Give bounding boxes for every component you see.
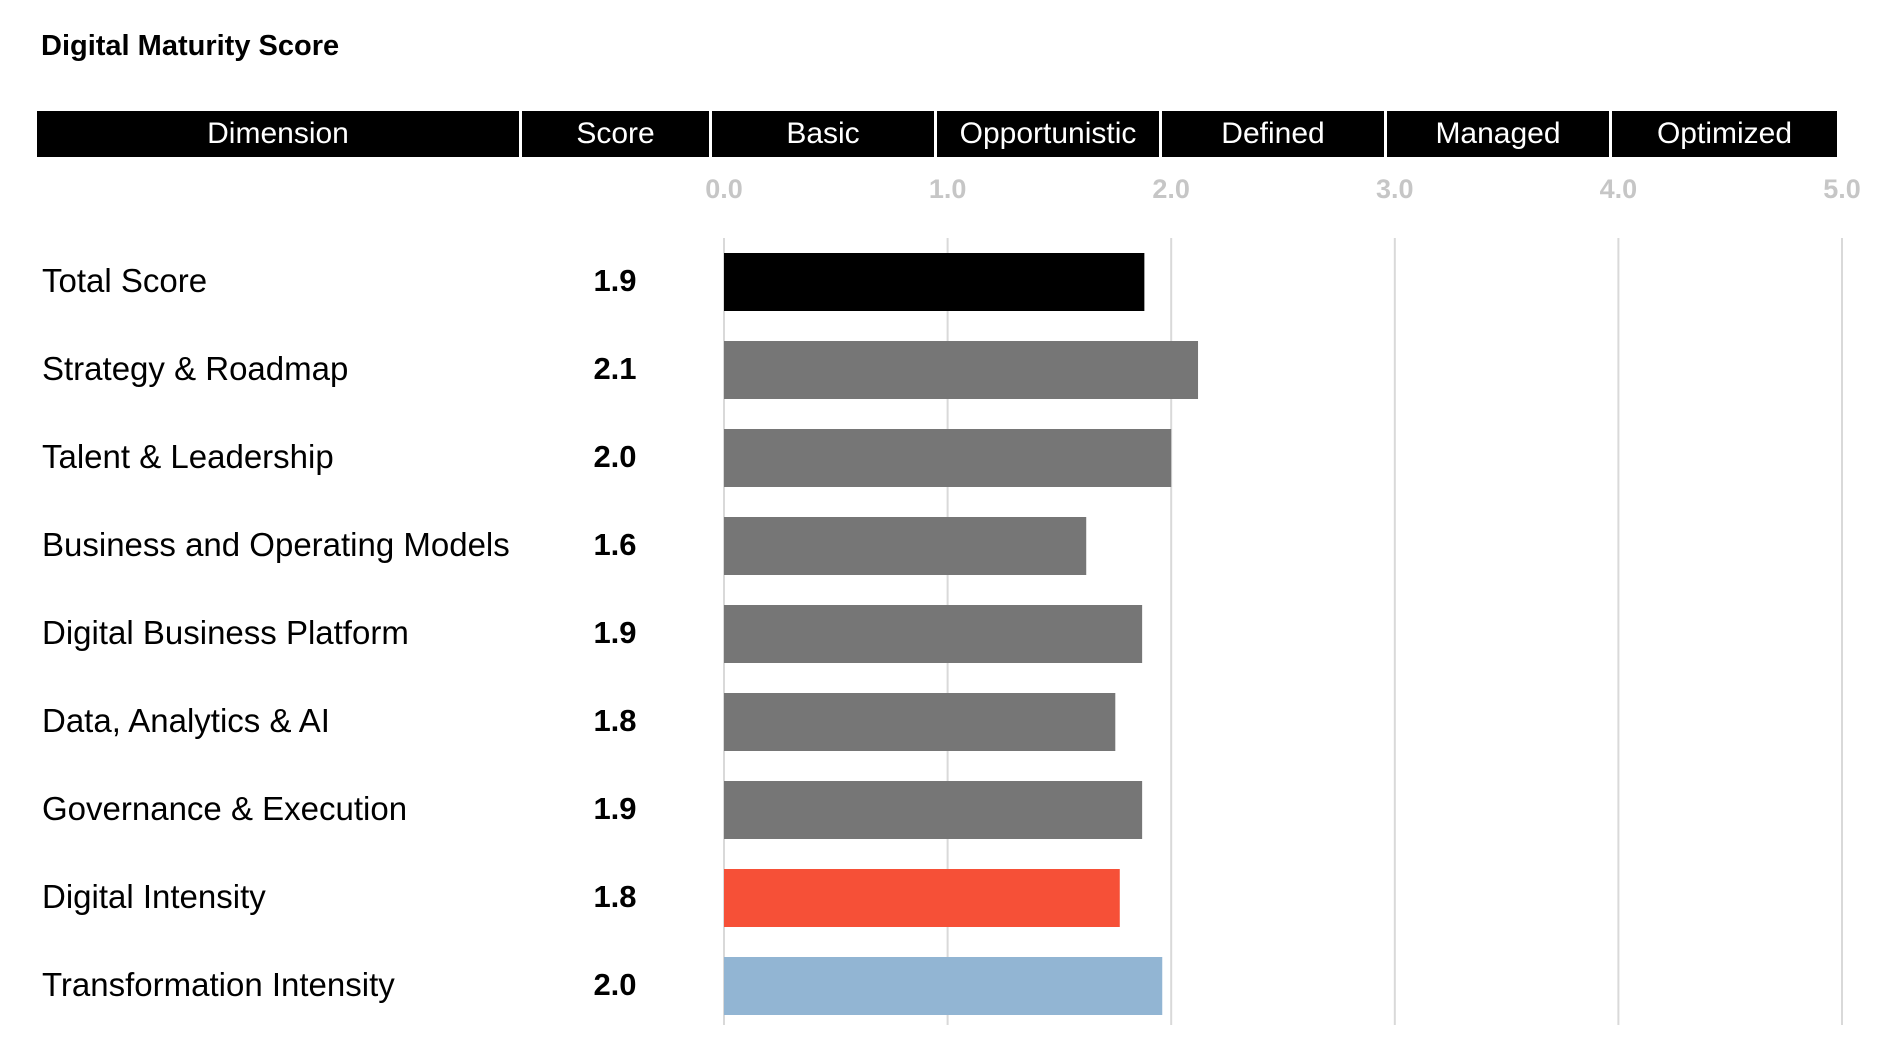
dimension-label: Total Score <box>42 262 208 299</box>
dimension-label: Strategy & Roadmap <box>42 350 349 387</box>
dimension-label: Digital Business Platform <box>42 614 409 651</box>
x-tick-label: 2.0 <box>1152 174 1190 204</box>
dimension-label: Business and Operating Models <box>42 526 510 563</box>
score-value: 1.9 <box>593 791 637 826</box>
score-bar <box>724 781 1143 839</box>
header-score: Score <box>522 111 709 157</box>
dimension-label: Governance & Execution <box>42 790 408 827</box>
chart-title: Digital Maturity Score <box>41 30 340 62</box>
score-value: 2.0 <box>593 439 637 474</box>
x-tick-label: 0.0 <box>705 174 743 204</box>
score-bar <box>724 341 1199 399</box>
score-bar <box>724 869 1120 927</box>
score-bar <box>724 605 1143 663</box>
header-level-basic: Basic <box>712 111 934 157</box>
score-value: 2.1 <box>593 351 637 386</box>
header-dimension: Dimension <box>37 111 519 157</box>
score-value: 1.9 <box>593 263 637 298</box>
header-level-managed: Managed <box>1387 111 1609 157</box>
score-bar <box>724 957 1163 1015</box>
score-bar <box>724 693 1116 751</box>
dimension-label: Digital Intensity <box>42 878 266 915</box>
score-bar <box>724 429 1172 487</box>
dimension-label: Talent & Leadership <box>42 438 334 475</box>
score-bar <box>724 253 1145 311</box>
score-value: 1.9 <box>593 615 637 650</box>
x-tick-label: 4.0 <box>1599 174 1638 204</box>
score-value: 2.0 <box>593 967 637 1002</box>
dimension-label: Data, Analytics & AI <box>42 702 330 739</box>
score-value: 1.6 <box>593 527 637 562</box>
x-tick-label: 5.0 <box>1823 174 1861 204</box>
score-bar <box>724 517 1087 575</box>
dimension-label: Transformation Intensity <box>42 966 395 1003</box>
score-value: 1.8 <box>593 879 637 914</box>
score-value: 1.8 <box>593 703 637 738</box>
x-tick-label: 1.0 <box>928 174 967 204</box>
header-level-optimized: Optimized <box>1612 111 1837 157</box>
x-tick-label: 3.0 <box>1376 174 1414 204</box>
header-level-defined: Defined <box>1162 111 1384 157</box>
header-level-opportunistic: Opportunistic <box>937 111 1159 157</box>
